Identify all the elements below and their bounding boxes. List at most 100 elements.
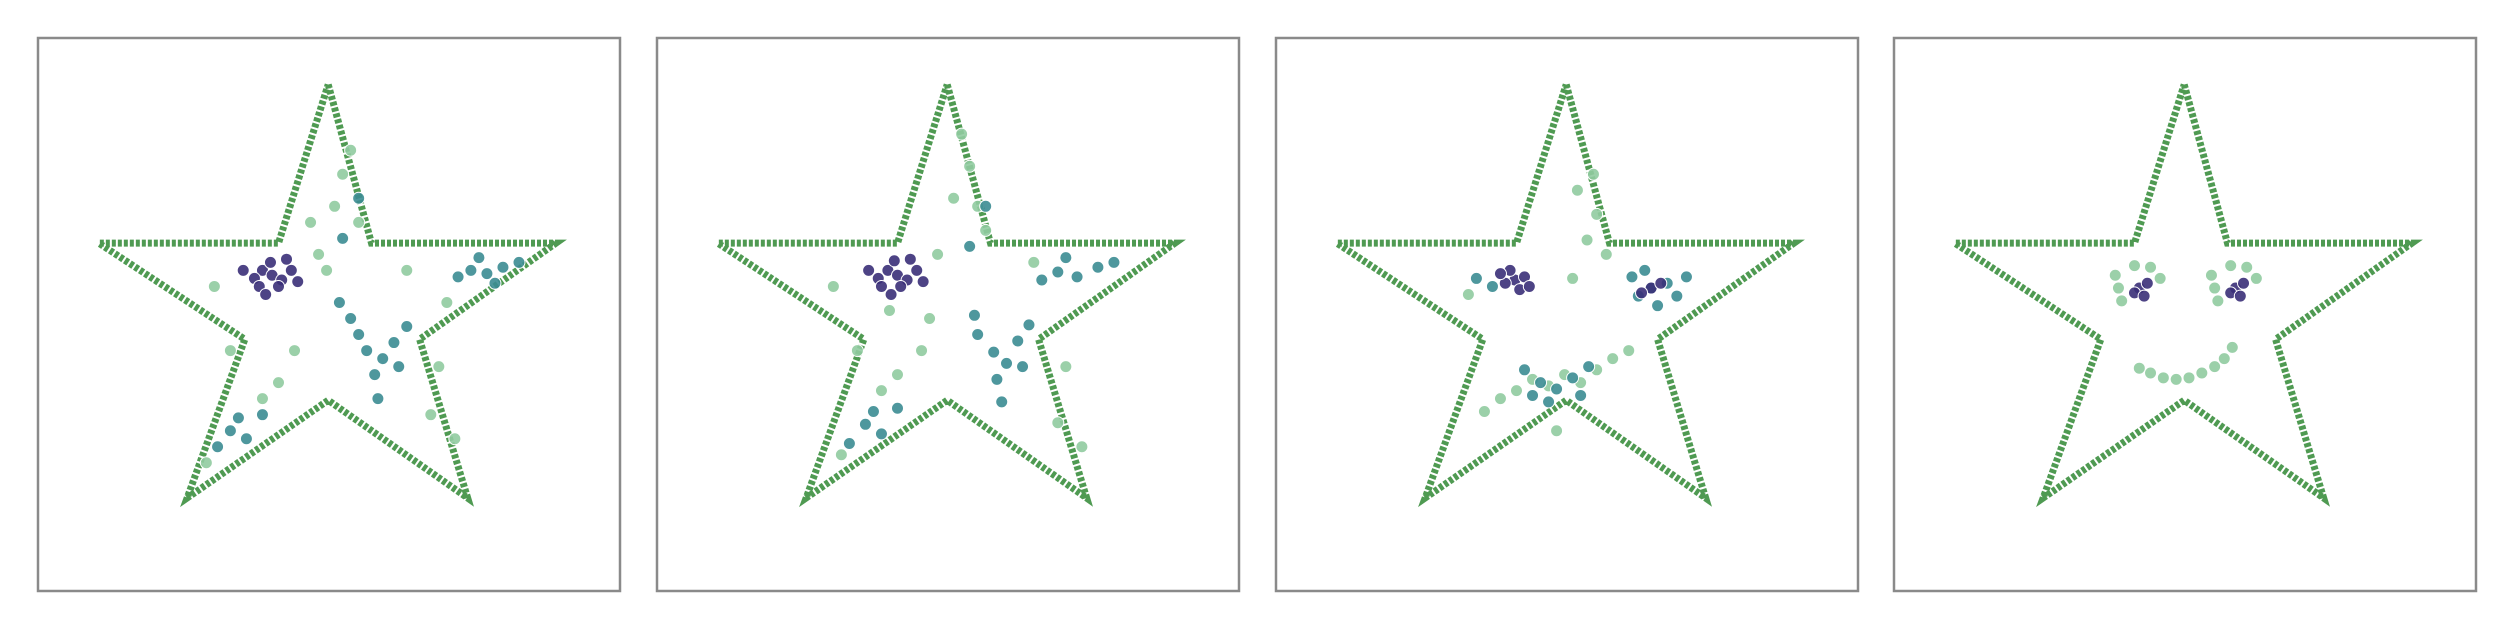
- point: [903, 252, 917, 266]
- point: [967, 308, 981, 322]
- point: [2224, 259, 2238, 273]
- outline: [87, 83, 567, 508]
- point: [480, 267, 494, 281]
- point: [400, 263, 414, 277]
- point: [488, 276, 502, 290]
- point: [291, 275, 305, 289]
- point: [312, 247, 326, 261]
- point: [834, 448, 848, 462]
- point: [223, 344, 237, 358]
- point: [1582, 360, 1596, 374]
- point: [1518, 363, 1532, 377]
- point: [2140, 276, 2154, 290]
- point: [496, 260, 510, 274]
- point: [1059, 251, 1073, 265]
- point: [448, 432, 462, 446]
- point: [990, 372, 1004, 386]
- panel: [36, 36, 622, 593]
- point: [2195, 366, 2209, 380]
- point: [862, 263, 876, 277]
- point: [231, 411, 245, 425]
- point: [1550, 382, 1564, 396]
- panel-frame: [655, 36, 1241, 593]
- point: [451, 270, 465, 284]
- point: [352, 215, 366, 229]
- point: [1635, 286, 1649, 300]
- point: [304, 215, 318, 229]
- panel-frame: [1892, 36, 2478, 593]
- point: [1574, 388, 1588, 402]
- point: [826, 279, 840, 293]
- point: [2225, 340, 2239, 354]
- point: [1542, 395, 1556, 409]
- point: [2132, 361, 2146, 375]
- point: [1477, 404, 1491, 418]
- point: [1651, 299, 1665, 313]
- point: [2156, 371, 2170, 385]
- point: [850, 344, 864, 358]
- panel: [655, 36, 1241, 593]
- point: [1016, 360, 1030, 374]
- point: [1509, 384, 1523, 398]
- outline: [706, 83, 1186, 508]
- point: [894, 279, 908, 293]
- point: [2237, 276, 2251, 290]
- point: [2144, 366, 2158, 380]
- point: [995, 395, 1009, 409]
- point: [979, 223, 993, 237]
- point: [882, 303, 896, 317]
- point: [2111, 281, 2125, 295]
- point: [472, 251, 486, 265]
- point: [1022, 318, 1036, 332]
- point: [371, 392, 385, 406]
- point: [931, 247, 945, 261]
- point: [1679, 270, 1693, 284]
- point: [512, 255, 526, 269]
- point: [1091, 260, 1105, 274]
- point: [344, 143, 358, 157]
- point: [2144, 260, 2158, 274]
- point: [910, 263, 924, 277]
- point: [2233, 289, 2247, 303]
- point: [1011, 334, 1025, 348]
- panel: [1892, 36, 2478, 593]
- point: [1485, 279, 1499, 293]
- point: [1107, 255, 1121, 269]
- point: [332, 295, 346, 309]
- point: [255, 392, 269, 406]
- point: [1534, 376, 1548, 390]
- panel-frame: [1274, 36, 1860, 593]
- point: [923, 312, 937, 326]
- point: [915, 344, 929, 358]
- point: [1522, 279, 1536, 293]
- point: [320, 263, 334, 277]
- point: [2204, 268, 2218, 282]
- point: [239, 432, 253, 446]
- point: [336, 231, 350, 245]
- point: [271, 376, 285, 390]
- point: [947, 191, 961, 205]
- point: [223, 424, 237, 438]
- point: [979, 199, 993, 213]
- point: [1570, 183, 1584, 197]
- point: [1469, 271, 1483, 285]
- point: [271, 279, 285, 293]
- point: [2249, 271, 2263, 285]
- point: [1000, 356, 1014, 370]
- point: [874, 279, 888, 293]
- point: [955, 127, 969, 141]
- point: [1580, 233, 1594, 247]
- point: [2115, 294, 2129, 308]
- point: [2240, 260, 2254, 274]
- point: [352, 191, 366, 205]
- point: [1493, 267, 1507, 281]
- point: [328, 199, 342, 213]
- point: [1526, 388, 1540, 402]
- point: [1059, 360, 1073, 374]
- point: [884, 287, 898, 301]
- point: [1622, 344, 1636, 358]
- point: [259, 287, 273, 301]
- point: [352, 328, 366, 342]
- point: [842, 437, 856, 451]
- point: [874, 427, 888, 441]
